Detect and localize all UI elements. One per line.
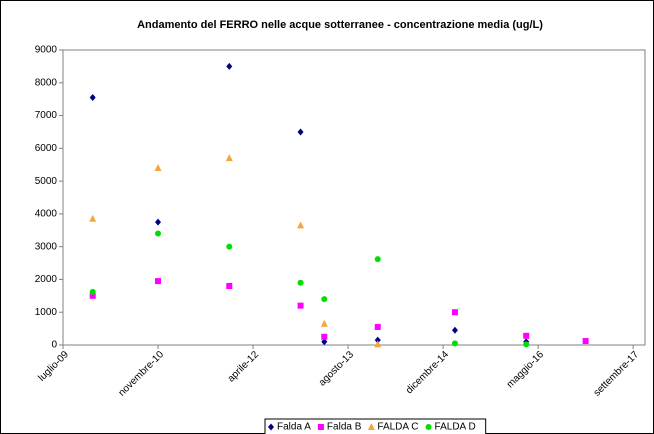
data-point [226,62,233,70]
data-point [155,278,162,285]
legend-label: Falda A [277,422,311,433]
legend-marker [367,423,375,430]
legend-marker [268,423,274,431]
legend-label: FALDA C [377,422,418,433]
legend: Falda A Falda B FALDA C FALDA D [264,418,487,434]
data-point [297,302,304,309]
data-point [297,279,304,286]
legend-label: Falda B [327,422,362,433]
data-point [451,309,458,316]
legend-box [264,418,487,434]
legend-marker [425,424,432,430]
y-tick-label: 7000 [35,110,58,121]
data-point [154,164,162,171]
chart-title: Andamento del FERRO nelle acque sotterra… [137,19,543,31]
data-point [226,283,233,289]
y-tick-label: 0 [51,340,57,351]
data-point [89,292,96,299]
data-point [225,154,233,162]
legend-marker [317,424,324,430]
data-point [451,326,458,334]
y-tick-label: 2000 [35,274,58,285]
data-point [155,218,162,226]
y-tick-label: 8000 [35,77,58,88]
data-point [89,94,96,102]
data-point [89,214,97,222]
y-tick-label: 9000 [35,45,58,56]
data-point [321,333,328,340]
data-point [523,332,530,339]
y-tick-label: 6000 [35,143,58,154]
data-point [374,323,381,330]
data-point [89,288,96,295]
data-point [451,340,458,347]
data-point [321,296,328,303]
y-tick-label: 4000 [35,209,58,220]
data-point [582,338,589,345]
data-point [297,221,305,229]
plot-area [62,49,646,346]
data-point [374,256,381,263]
y-tick-label: 3000 [35,241,58,252]
data-point [374,340,382,348]
data-point [523,341,530,348]
data-point [321,338,328,346]
data-point [374,336,381,344]
data-point [320,319,328,327]
data-point [226,243,233,250]
data-point [155,230,162,237]
data-point [297,128,304,136]
y-tick-label: 5000 [35,176,58,187]
legend-label: FALDA D [435,422,476,433]
y-tick-label: 1000 [35,307,58,318]
